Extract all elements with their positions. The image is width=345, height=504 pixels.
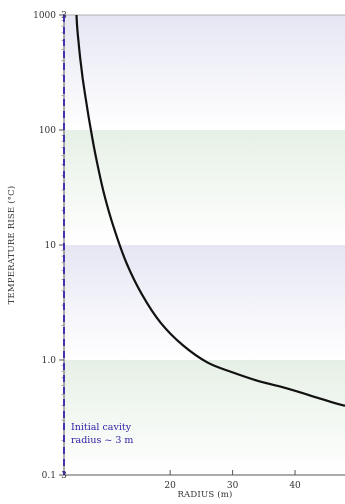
x-axis-title: RADIUS (m) — [177, 489, 232, 500]
background-band — [64, 15, 345, 130]
y-tick-label: 0.1 — [42, 471, 56, 481]
x-tick-label: 30 — [227, 481, 239, 491]
x-tick-label: 40 — [289, 481, 301, 491]
x-tick-label: 20 — [164, 481, 176, 491]
cavity-annotation-line-1: Initial cavity — [71, 422, 132, 433]
y-tick-label: 100 — [39, 126, 56, 136]
y-axis-title: TEMPERATURE RISE (°C) — [6, 186, 17, 305]
x-origin-tick-label: 3 — [61, 471, 67, 481]
background-band — [64, 360, 345, 475]
cavity-annotation-line-2: radius ~ 3 m — [71, 435, 133, 446]
temperature-rise-curve — [75, 14, 345, 407]
y-tick-label: 1.0 — [42, 356, 57, 366]
background-bands — [64, 15, 345, 475]
background-band — [64, 130, 345, 245]
background-band — [64, 245, 345, 360]
y-tick-label: 10 — [45, 241, 57, 251]
y-tick-label: 1000 — [33, 11, 56, 21]
